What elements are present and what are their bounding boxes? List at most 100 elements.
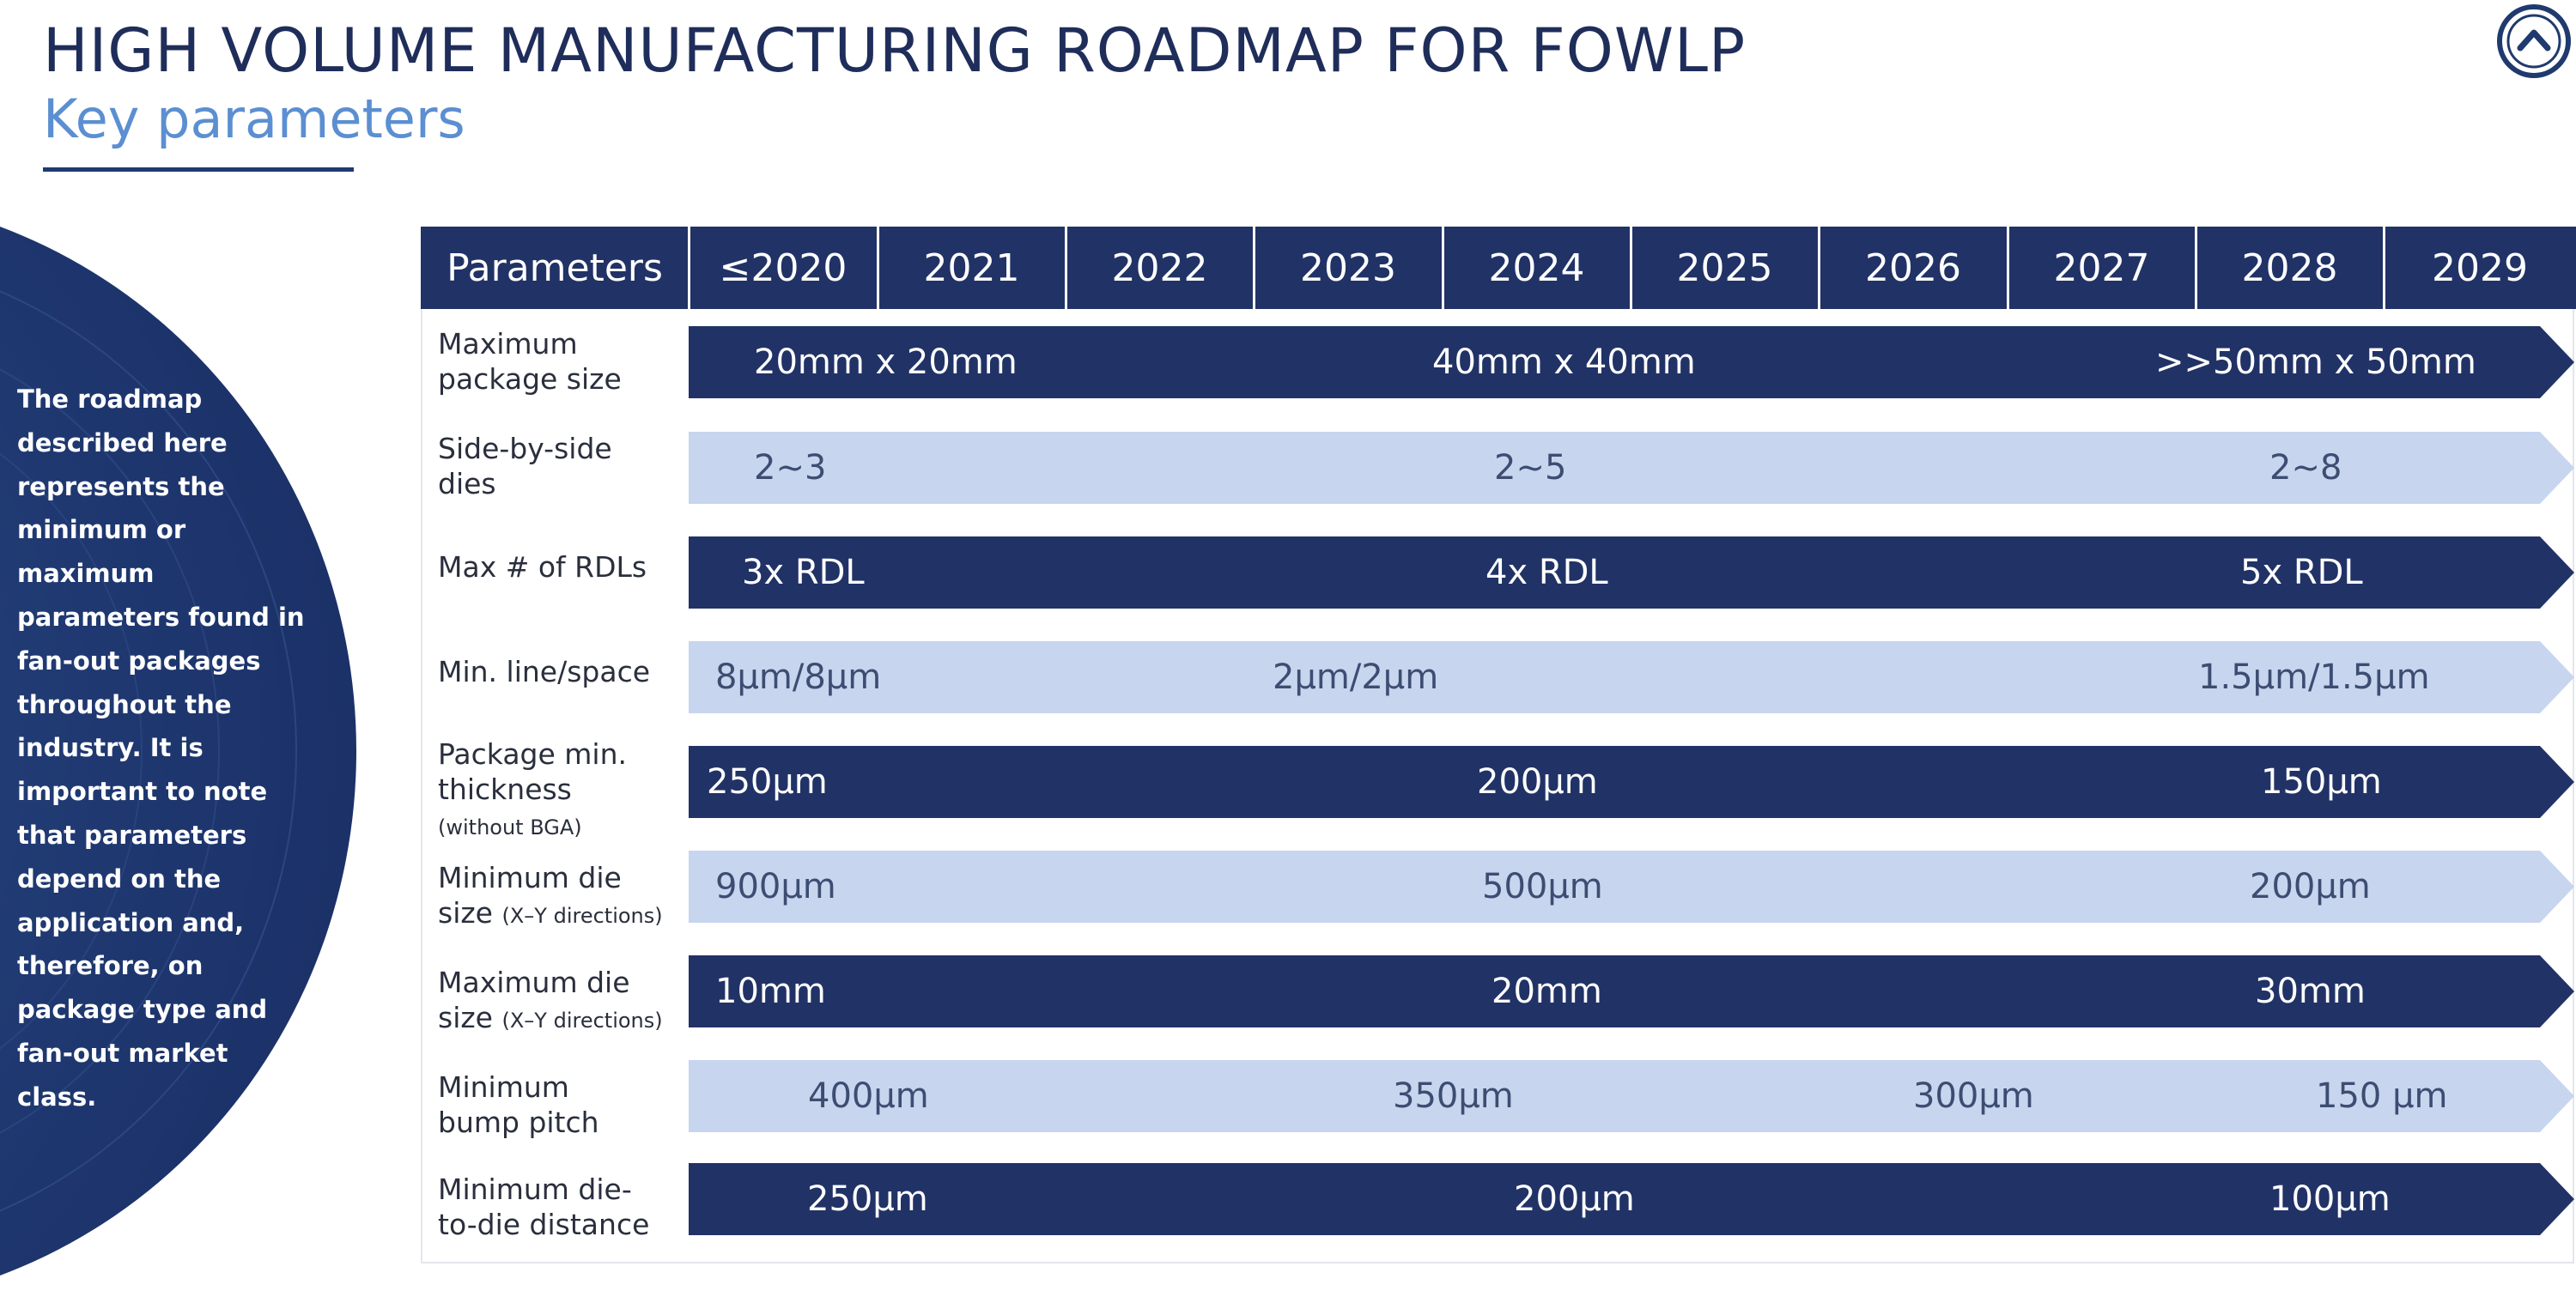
column-divider <box>1630 227 1632 309</box>
roadmap-band-light: 400μm 350μm 300μm 150 μm <box>689 1060 2574 1132</box>
row-label: Maximum die size (X–Y directions) <box>438 965 663 1035</box>
row-label-line: Package min. <box>438 737 627 771</box>
column-divider <box>1253 227 1255 309</box>
row-label-line: Max # of RDLs <box>438 550 647 584</box>
column-divider <box>688 227 690 309</box>
roadmap-band-light: 900μm 500μm 200μm <box>689 851 2574 923</box>
roadmap-band-light: 2~3 2~5 2~8 <box>689 432 2574 504</box>
row-label-line: Min. line/space <box>438 655 651 688</box>
side-circle-graphic <box>0 227 356 1276</box>
row-label-note: (X–Y directions) <box>501 1009 663 1033</box>
column-header-year: 2021 <box>923 245 1020 290</box>
row-label: Side-by-side dies <box>438 431 612 501</box>
band-value: 150μm <box>2261 762 2382 802</box>
row-label: Min. line/space <box>438 654 650 689</box>
column-divider <box>2007 227 2009 309</box>
band-arrow-shape <box>689 641 2574 713</box>
band-value: 100μm <box>2269 1179 2391 1219</box>
band-value: 30mm <box>2255 972 2366 1011</box>
row-label-note: (X–Y directions) <box>501 904 663 928</box>
row-label: Minimum die-to-die distance <box>438 1172 649 1242</box>
band-arrow-shape <box>689 746 2574 818</box>
column-header-parameters: Parameters <box>447 245 663 290</box>
band-value: 250μm <box>807 1179 928 1219</box>
row-label-line: bump pitch <box>438 1106 599 1139</box>
band-value: 250μm <box>707 762 828 802</box>
band-value: 10mm <box>715 972 826 1011</box>
roadmap-band-dark: 20mm x 20mm 40mm x 40mm >>50mm x 50mm <box>689 326 2574 398</box>
side-note: The roadmap described here represents th… <box>17 385 305 1112</box>
band-arrow-shape <box>689 1163 2574 1235</box>
band-value: 2~8 <box>2269 448 2342 488</box>
column-header-year: 2023 <box>1300 245 1396 290</box>
band-arrow-shape <box>689 326 2574 398</box>
row-label-line: size <box>438 1001 493 1034</box>
row-label: Package min. thickness (without BGA) <box>438 736 627 842</box>
column-header-year: 2028 <box>2241 245 2338 290</box>
band-value: 900μm <box>715 867 836 906</box>
column-header-year: 2029 <box>2432 245 2528 290</box>
row-label-note: (without BGA) <box>438 815 582 839</box>
column-divider <box>877 227 879 309</box>
column-divider <box>1065 227 1067 309</box>
row-label: Minimum bump pitch <box>438 1070 599 1140</box>
band-value: 40mm x 40mm <box>1432 342 1696 382</box>
roadmap-band-dark: 10mm 20mm 30mm <box>689 955 2574 1027</box>
roadmap-band-dark: 250μm 200μm 150μm <box>689 746 2574 818</box>
band-arrow-shape <box>689 1060 2574 1132</box>
column-header-year: 2026 <box>1865 245 1961 290</box>
row-label-line: Minimum die- <box>438 1173 632 1206</box>
band-value: 1.5μm/1.5μm <box>2198 658 2430 697</box>
roadmap-band-dark: 3x RDL 4x RDL 5x RDL <box>689 536 2574 609</box>
band-value: 400μm <box>808 1076 929 1116</box>
row-label-line: Side-by-side <box>438 432 612 465</box>
band-value: 200μm <box>2250 867 2371 906</box>
band-value: 8μm/8μm <box>715 658 882 697</box>
row-label: Maximum package size <box>438 326 622 397</box>
row-label-line: package size <box>438 362 622 396</box>
band-value: 20mm <box>1492 972 1602 1011</box>
roadmap-band-dark: 250μm 200μm 100μm <box>689 1163 2574 1235</box>
band-arrow-shape <box>689 851 2574 923</box>
column-header-year: 2027 <box>2053 245 2150 290</box>
band-value: 2~5 <box>1494 448 1567 488</box>
band-value: 350μm <box>1393 1076 1514 1116</box>
band-value: >>50mm x 50mm <box>2155 342 2476 382</box>
band-arrow-shape <box>689 536 2574 609</box>
row-label-line: dies <box>438 467 496 500</box>
band-arrow-shape <box>689 432 2574 504</box>
column-header-year: 2024 <box>1488 245 1585 290</box>
title-underline <box>43 167 354 172</box>
band-value: 300μm <box>1913 1076 2034 1116</box>
roadmap-band-light: 8μm/8μm 2μm/2μm 1.5μm/1.5μm <box>689 641 2574 713</box>
column-divider <box>2383 227 2385 309</box>
band-value: 200μm <box>1514 1179 1635 1219</box>
band-value: 20mm x 20mm <box>754 342 1018 382</box>
band-value: 500μm <box>1482 867 1603 906</box>
row-label-line: to-die distance <box>438 1208 650 1241</box>
row-label-line: Maximum <box>438 327 578 361</box>
table-header-row: Parameters ≤2020 2021 2022 2023 2024 2025 2026 2… <box>421 227 2576 309</box>
page-subtitle: Key parameters <box>43 88 465 150</box>
column-divider <box>1818 227 1820 309</box>
row-label: Max # of RDLs <box>438 549 647 585</box>
row-label-line: size <box>438 896 493 930</box>
column-header-year: 2025 <box>1676 245 1773 290</box>
column-divider <box>1442 227 1444 309</box>
band-value: 200μm <box>1477 762 1598 802</box>
chevron-up-circle-icon <box>2497 4 2571 78</box>
row-label-line: thickness <box>438 773 572 806</box>
column-header-year: ≤2020 <box>719 245 848 290</box>
row-label-line: Maximum die <box>438 966 630 999</box>
column-header-year: 2022 <box>1111 245 1208 290</box>
row-label-line: Minimum die <box>438 861 622 894</box>
band-value: 150 μm <box>2316 1076 2448 1116</box>
band-value: 3x RDL <box>742 553 865 592</box>
row-label: Minimum die size (X–Y directions) <box>438 860 663 930</box>
column-divider <box>2195 227 2197 309</box>
band-value: 4x RDL <box>1485 553 1608 592</box>
band-value: 2μm/2μm <box>1273 658 1439 697</box>
page-title: HIGH VOLUME MANUFACTURING ROADMAP FOR FO… <box>43 15 1747 86</box>
band-arrow-shape <box>689 955 2574 1027</box>
band-value: 2~3 <box>754 448 827 488</box>
